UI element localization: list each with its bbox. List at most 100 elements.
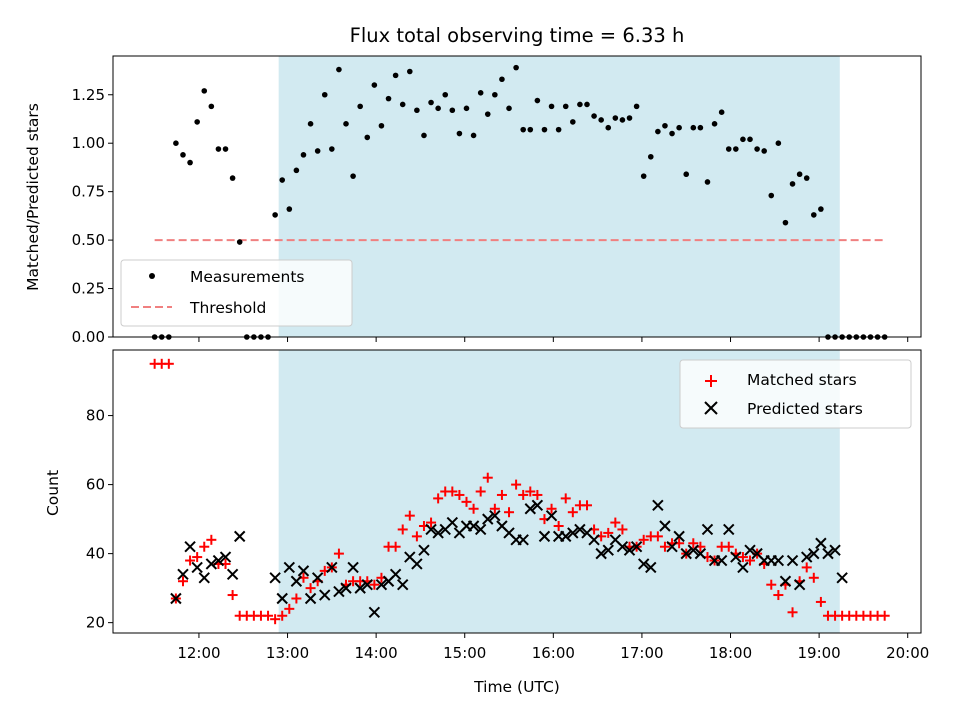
y-tick-label: 60 [86, 476, 105, 494]
predicted-point [687, 544, 700, 556]
measurement-point [343, 121, 349, 127]
measurement-point [350, 173, 356, 179]
x-tick-label: 16:00 [532, 644, 575, 662]
predicted-point [694, 547, 707, 560]
matched-point [787, 607, 798, 618]
matched-point [447, 486, 458, 497]
legend-matched-label: Matched stars [747, 371, 857, 389]
legend-matched-marker [705, 375, 717, 387]
bottom-legend-box [679, 359, 912, 429]
matched-point [504, 507, 515, 518]
measurement-point [477, 90, 484, 96]
matched-point [815, 596, 826, 607]
measurement-point [428, 99, 434, 106]
matched-point [163, 358, 174, 369]
top-y-axis-label: Matched/Predicted stars [24, 103, 42, 291]
measurement-point [421, 132, 427, 139]
predicted-point [659, 520, 671, 532]
measurement-point [761, 148, 767, 154]
measurement-point [286, 206, 293, 212]
predicted-point [333, 585, 345, 598]
measurement-point [619, 117, 626, 123]
measurement-point [300, 152, 307, 158]
measurement-point [484, 111, 491, 117]
matched-point [227, 590, 238, 601]
measurement-point [307, 121, 314, 127]
matched-point [801, 562, 812, 573]
matched-point [652, 531, 663, 542]
measurement-point [456, 130, 463, 137]
measurement-point [789, 181, 796, 187]
matched-point [659, 541, 670, 552]
predicted-point [652, 499, 664, 512]
measurement-point [704, 179, 711, 185]
x-tick-label: 13:00 [266, 644, 309, 662]
predicted-point [701, 523, 714, 536]
matched-point [411, 531, 422, 542]
measurement-point [321, 91, 328, 98]
measurement-point [733, 146, 739, 152]
predicted-point [595, 547, 607, 560]
measurement-point [215, 146, 222, 152]
predicted-point [630, 541, 643, 553]
predicted-point [822, 547, 834, 560]
predicted-point [319, 589, 331, 601]
matched-point [532, 489, 543, 500]
matched-point [185, 555, 196, 566]
measurement-point [662, 122, 668, 129]
matched-point [426, 517, 437, 528]
measurement-point [555, 126, 562, 133]
measurement-point [683, 171, 690, 178]
x-tick-label: 14:00 [355, 644, 398, 662]
predicted-point [645, 561, 657, 574]
measurement-point [272, 212, 278, 218]
measurement-point [336, 66, 342, 73]
matched-point [333, 548, 344, 559]
predicted-point [368, 606, 381, 618]
predicted-point [219, 551, 232, 563]
matched-point [468, 503, 479, 514]
measurement-point [669, 130, 675, 137]
matched-point [482, 472, 493, 483]
predicted-point [836, 572, 848, 584]
y-tick-label: 0.50 [72, 231, 105, 249]
measurement-point [406, 68, 413, 75]
measurement-point [740, 136, 746, 143]
measurement-point [697, 124, 704, 131]
matched-point [496, 489, 507, 500]
matched-point [177, 576, 188, 587]
measurement-point [803, 175, 810, 181]
measurement-point [676, 124, 682, 131]
predicted-point [730, 551, 742, 563]
measurement-point [314, 148, 321, 154]
measurement-point [371, 82, 378, 88]
predicted-point [283, 561, 296, 574]
measurement-point [640, 173, 647, 179]
measurement-point [385, 95, 392, 102]
y-tick-label: 0.25 [72, 280, 105, 298]
measurement-point [329, 146, 335, 152]
measurement-point [364, 134, 371, 141]
predicted-point [673, 530, 685, 543]
predicted-point [574, 523, 586, 536]
measurement-point [747, 136, 753, 143]
measurement-point [236, 239, 243, 245]
measurement-point [187, 159, 193, 166]
measurement-point [562, 103, 569, 110]
measurement-point [506, 105, 512, 112]
matched-point [723, 541, 734, 552]
chart-title: Flux total observing time = 6.33 h [350, 24, 685, 47]
predicted-point [290, 575, 303, 587]
predicted-point [793, 578, 806, 591]
measurement-point [548, 103, 555, 110]
predicted-point [538, 530, 551, 543]
measurement-point [293, 167, 300, 174]
measurement-point [527, 126, 534, 133]
legend-predicted-marker [704, 401, 718, 415]
matched-point [433, 493, 444, 504]
matched-point [560, 493, 571, 504]
measurement-point [782, 219, 789, 226]
top-legend: Measurements Threshold [120, 259, 353, 327]
bottom-y-ticks: 20 40 60 80 [86, 407, 113, 632]
